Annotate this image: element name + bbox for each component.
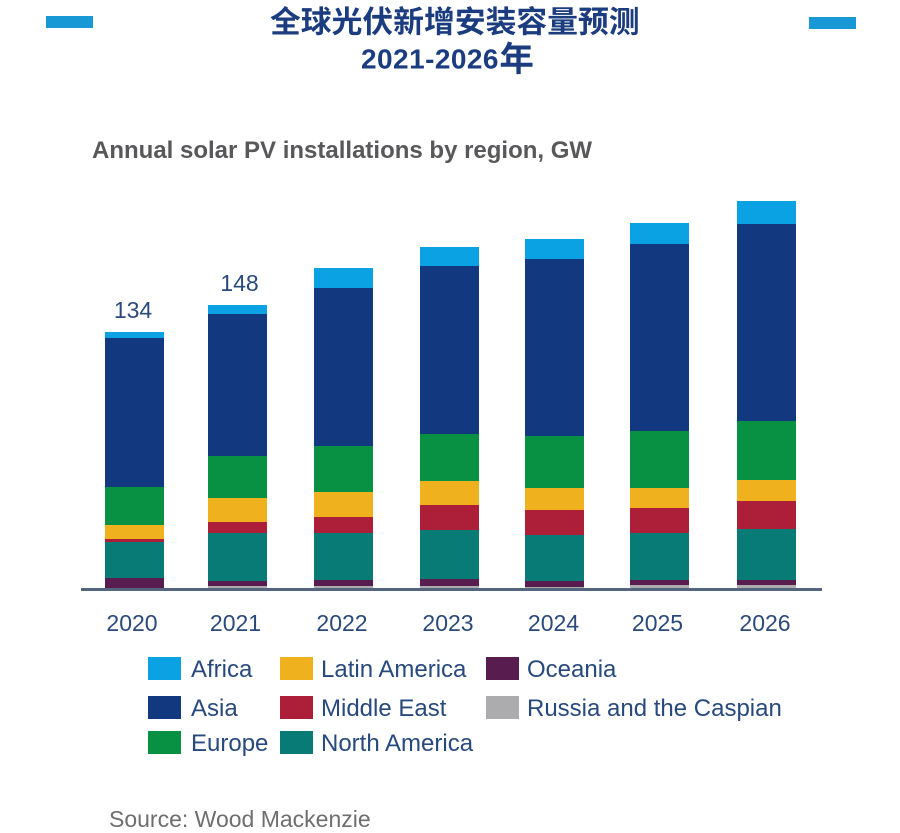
svg-text:2021-2026: 2021-2026 (361, 44, 499, 75)
